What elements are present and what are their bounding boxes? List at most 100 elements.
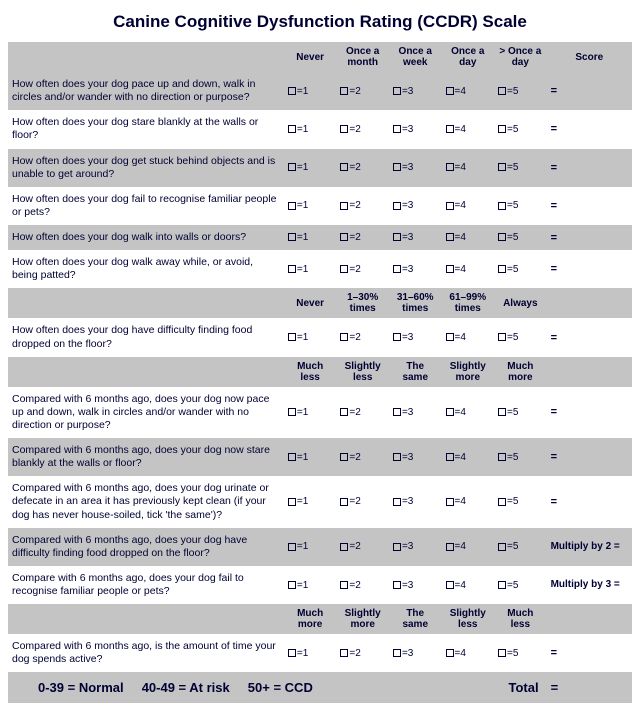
checkbox-icon	[340, 408, 348, 416]
option-cell[interactable]: =1	[284, 387, 337, 438]
header-row-3: Much less Slightly less The same Slightl…	[8, 357, 632, 387]
option-cell[interactable]: =5	[494, 225, 547, 250]
option-cell[interactable]: =3	[389, 634, 442, 672]
option-cell[interactable]: =3	[389, 72, 442, 110]
legend-normal: 0-39 = Normal	[38, 680, 124, 695]
option-cell[interactable]: =5	[494, 318, 547, 356]
option-cell[interactable]: =5	[494, 187, 547, 225]
hdr-never: Never	[284, 42, 337, 72]
checkbox-icon	[340, 453, 348, 461]
option-cell[interactable]: =3	[389, 318, 442, 356]
checkbox-icon	[393, 498, 401, 506]
legend-ccd: 50+ = CCD	[248, 680, 313, 695]
checkbox-icon	[393, 125, 401, 133]
option-cell[interactable]: =5	[494, 149, 547, 187]
option-cell[interactable]: =3	[389, 476, 442, 527]
hdr-score: Score	[547, 42, 632, 72]
option-cell[interactable]: =2	[336, 438, 389, 476]
option-cell[interactable]: =4	[442, 634, 495, 672]
option-cell[interactable]: =5	[494, 387, 547, 438]
hdr-once-month: Once a month	[336, 42, 389, 72]
legend-row: 0-39 = Normal 40-49 = At risk 50+ = CCD …	[8, 672, 632, 703]
option-cell[interactable]: =3	[389, 387, 442, 438]
option-cell[interactable]: =2	[336, 250, 389, 288]
option-cell[interactable]: =2	[336, 528, 389, 566]
question-text: Compare with 6 months ago, does your dog…	[8, 566, 284, 604]
option-cell[interactable]: =3	[389, 110, 442, 148]
option-cell[interactable]: =1	[284, 438, 337, 476]
option-cell[interactable]: =5	[494, 566, 547, 604]
option-cell[interactable]: =4	[442, 72, 495, 110]
checkbox-icon	[446, 581, 454, 589]
option-cell[interactable]: =4	[442, 476, 495, 527]
option-cell[interactable]: =3	[389, 149, 442, 187]
hdr-slightly-less: Slightly less	[442, 604, 495, 634]
header-row-2: Never 1–30% times 31–60% times 61–99% ti…	[8, 288, 632, 318]
score-cell: =	[547, 476, 632, 527]
option-cell[interactable]: =1	[284, 72, 337, 110]
checkbox-icon	[498, 543, 506, 551]
hdr-gt-once-day: > Once a day	[494, 42, 547, 72]
option-cell[interactable]: =4	[442, 225, 495, 250]
option-cell[interactable]: =1	[284, 110, 337, 148]
checkbox-icon	[288, 163, 296, 171]
checkbox-icon	[498, 649, 506, 657]
option-cell[interactable]: =1	[284, 318, 337, 356]
option-cell[interactable]: =5	[494, 110, 547, 148]
option-cell[interactable]: =2	[336, 110, 389, 148]
hdr-much-more: Much more	[284, 604, 337, 634]
checkbox-icon	[288, 581, 296, 589]
option-cell[interactable]: =1	[284, 187, 337, 225]
option-cell[interactable]: =2	[336, 476, 389, 527]
option-cell[interactable]: =1	[284, 528, 337, 566]
option-cell[interactable]: =5	[494, 634, 547, 672]
option-cell[interactable]: =4	[442, 149, 495, 187]
option-cell[interactable]: =5	[494, 476, 547, 527]
option-cell[interactable]: =2	[336, 566, 389, 604]
option-cell[interactable]: =2	[336, 318, 389, 356]
option-cell[interactable]: =5	[494, 250, 547, 288]
option-cell[interactable]: =2	[336, 387, 389, 438]
checkbox-icon	[340, 202, 348, 210]
option-cell[interactable]: =4	[442, 110, 495, 148]
question-text: How often does your dog stare blankly at…	[8, 110, 284, 148]
option-cell[interactable]: =2	[336, 187, 389, 225]
option-cell[interactable]: =4	[442, 250, 495, 288]
option-cell[interactable]: =4	[442, 438, 495, 476]
checkbox-icon	[393, 453, 401, 461]
checkbox-icon	[393, 333, 401, 341]
hdr-once-week: Once a week	[389, 42, 442, 72]
option-cell[interactable]: =1	[284, 634, 337, 672]
option-cell[interactable]: =4	[442, 387, 495, 438]
checkbox-icon	[340, 498, 348, 506]
option-cell[interactable]: =3	[389, 250, 442, 288]
option-cell[interactable]: =1	[284, 476, 337, 527]
option-cell[interactable]: =3	[389, 187, 442, 225]
option-cell[interactable]: =5	[494, 72, 547, 110]
option-cell[interactable]: =2	[336, 72, 389, 110]
option-cell[interactable]: =3	[389, 225, 442, 250]
option-cell[interactable]: =2	[336, 225, 389, 250]
checkbox-icon	[288, 202, 296, 210]
option-cell[interactable]: =3	[389, 528, 442, 566]
option-cell[interactable]: =1	[284, 566, 337, 604]
hdr-slightly-more: Slightly more	[336, 604, 389, 634]
option-cell[interactable]: =5	[494, 438, 547, 476]
option-cell[interactable]: =4	[442, 187, 495, 225]
checkbox-icon	[446, 543, 454, 551]
checkbox-icon	[340, 163, 348, 171]
checkbox-icon	[288, 333, 296, 341]
option-cell[interactable]: =4	[442, 318, 495, 356]
option-cell[interactable]: =5	[494, 528, 547, 566]
option-cell[interactable]: =3	[389, 566, 442, 604]
option-cell[interactable]: =4	[442, 566, 495, 604]
option-cell[interactable]: =1	[284, 225, 337, 250]
option-cell[interactable]: =1	[284, 250, 337, 288]
option-cell[interactable]: =4	[442, 528, 495, 566]
option-cell[interactable]: =2	[336, 634, 389, 672]
checkbox-icon	[340, 233, 348, 241]
checkbox-icon	[498, 202, 506, 210]
option-cell[interactable]: =3	[389, 438, 442, 476]
option-cell[interactable]: =1	[284, 149, 337, 187]
option-cell[interactable]: =2	[336, 149, 389, 187]
